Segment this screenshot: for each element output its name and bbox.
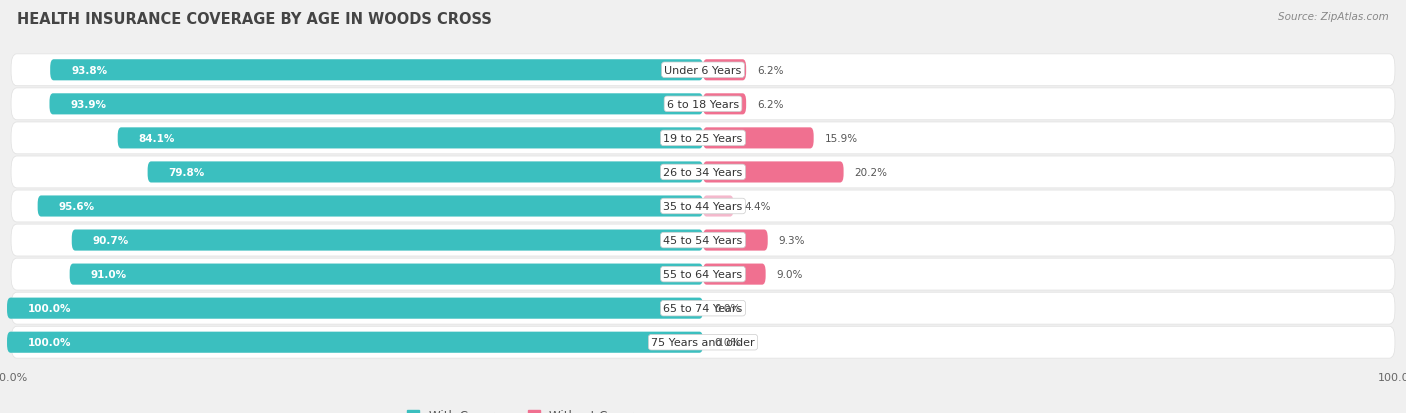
Text: 84.1%: 84.1% bbox=[139, 133, 174, 144]
Text: Source: ZipAtlas.com: Source: ZipAtlas.com bbox=[1278, 12, 1389, 22]
Text: 75 Years and older: 75 Years and older bbox=[651, 337, 755, 347]
Legend: With Coverage, Without Coverage: With Coverage, Without Coverage bbox=[402, 404, 661, 413]
FancyBboxPatch shape bbox=[703, 264, 766, 285]
Text: 26 to 34 Years: 26 to 34 Years bbox=[664, 168, 742, 178]
FancyBboxPatch shape bbox=[11, 259, 1395, 290]
Text: 0.0%: 0.0% bbox=[714, 337, 741, 347]
FancyBboxPatch shape bbox=[11, 123, 1395, 154]
Text: 65 to 74 Years: 65 to 74 Years bbox=[664, 304, 742, 313]
FancyBboxPatch shape bbox=[703, 196, 734, 217]
Text: 100.0%: 100.0% bbox=[28, 304, 72, 313]
Text: 19 to 25 Years: 19 to 25 Years bbox=[664, 133, 742, 144]
FancyBboxPatch shape bbox=[70, 264, 703, 285]
FancyBboxPatch shape bbox=[11, 292, 1395, 324]
Text: 6 to 18 Years: 6 to 18 Years bbox=[666, 100, 740, 109]
FancyBboxPatch shape bbox=[38, 196, 703, 217]
Text: 93.8%: 93.8% bbox=[72, 66, 107, 76]
Text: 55 to 64 Years: 55 to 64 Years bbox=[664, 269, 742, 280]
Text: HEALTH INSURANCE COVERAGE BY AGE IN WOODS CROSS: HEALTH INSURANCE COVERAGE BY AGE IN WOOD… bbox=[17, 12, 492, 27]
Text: 9.0%: 9.0% bbox=[776, 269, 803, 280]
FancyBboxPatch shape bbox=[72, 230, 703, 251]
FancyBboxPatch shape bbox=[118, 128, 703, 149]
FancyBboxPatch shape bbox=[11, 327, 1395, 358]
Text: 45 to 54 Years: 45 to 54 Years bbox=[664, 235, 742, 245]
FancyBboxPatch shape bbox=[51, 60, 703, 81]
FancyBboxPatch shape bbox=[703, 60, 747, 81]
Text: 95.6%: 95.6% bbox=[59, 202, 94, 211]
FancyBboxPatch shape bbox=[11, 89, 1395, 121]
FancyBboxPatch shape bbox=[11, 157, 1395, 188]
Text: 6.2%: 6.2% bbox=[758, 66, 783, 76]
Text: 9.3%: 9.3% bbox=[779, 235, 806, 245]
Text: 93.9%: 93.9% bbox=[70, 100, 107, 109]
FancyBboxPatch shape bbox=[11, 55, 1395, 86]
Text: 90.7%: 90.7% bbox=[93, 235, 129, 245]
FancyBboxPatch shape bbox=[7, 332, 703, 353]
FancyBboxPatch shape bbox=[703, 162, 844, 183]
Text: 35 to 44 Years: 35 to 44 Years bbox=[664, 202, 742, 211]
FancyBboxPatch shape bbox=[11, 225, 1395, 256]
FancyBboxPatch shape bbox=[11, 191, 1395, 222]
FancyBboxPatch shape bbox=[49, 94, 703, 115]
Text: 100.0%: 100.0% bbox=[28, 337, 72, 347]
Text: 4.4%: 4.4% bbox=[745, 202, 772, 211]
FancyBboxPatch shape bbox=[148, 162, 703, 183]
Text: 15.9%: 15.9% bbox=[825, 133, 858, 144]
Text: Under 6 Years: Under 6 Years bbox=[665, 66, 741, 76]
Text: 79.8%: 79.8% bbox=[169, 168, 205, 178]
Text: 91.0%: 91.0% bbox=[90, 269, 127, 280]
FancyBboxPatch shape bbox=[703, 128, 814, 149]
FancyBboxPatch shape bbox=[7, 298, 703, 319]
Text: 0.0%: 0.0% bbox=[714, 304, 741, 313]
FancyBboxPatch shape bbox=[703, 230, 768, 251]
Text: 6.2%: 6.2% bbox=[758, 100, 783, 109]
FancyBboxPatch shape bbox=[703, 94, 747, 115]
Text: 20.2%: 20.2% bbox=[855, 168, 887, 178]
